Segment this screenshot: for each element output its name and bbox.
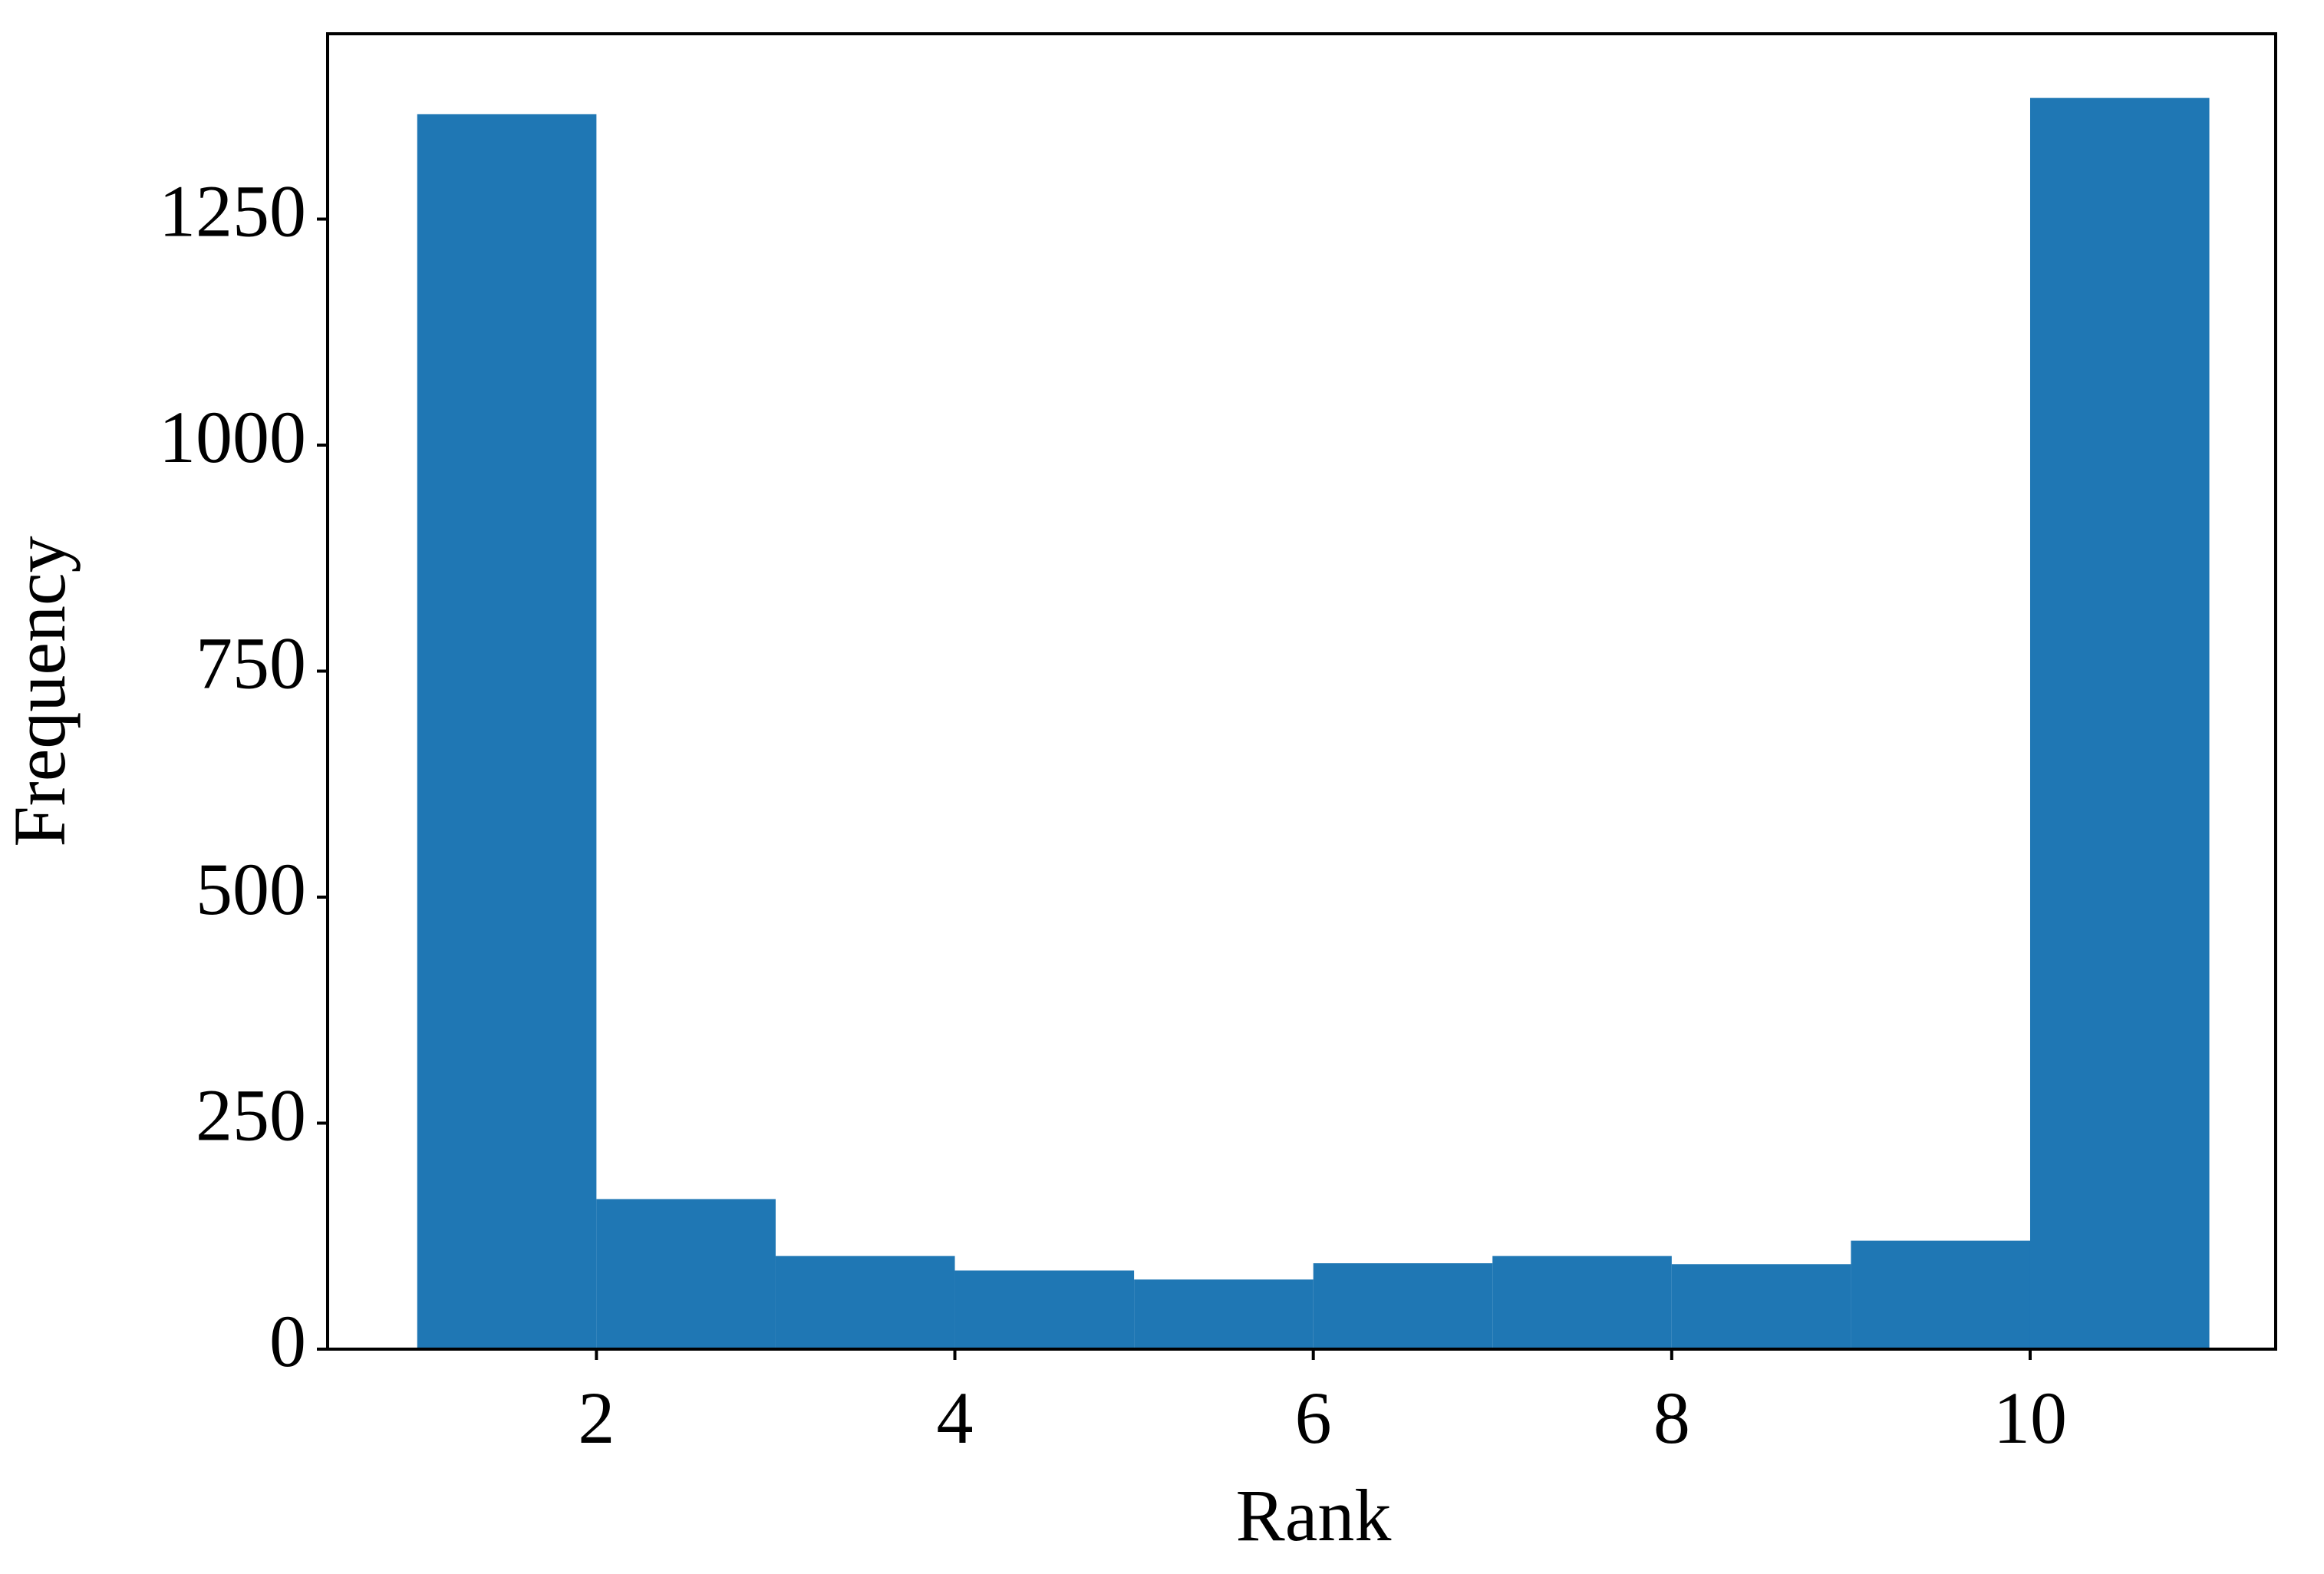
y-tick-label: 250	[196, 1074, 306, 1157]
bar	[1671, 1264, 1851, 1349]
y-axis-label: Frequency	[0, 536, 81, 846]
plot-frame	[326, 32, 2277, 1351]
x-tick-label: 6	[1295, 1377, 1332, 1459]
x-tick-label: 4	[937, 1377, 974, 1459]
y-tick-label: 1000	[159, 396, 306, 478]
x-tick-label: 10	[1993, 1377, 2067, 1459]
x-tick-label: 2	[578, 1377, 615, 1459]
y-tick-label: 1250	[159, 170, 306, 252]
bar	[2029, 97, 2210, 1350]
bar	[596, 1199, 776, 1349]
bar	[954, 1270, 1135, 1349]
bar	[1492, 1256, 1672, 1349]
x-axis-label: Rank	[1236, 1474, 1392, 1556]
bar	[1313, 1263, 1493, 1349]
bar	[1851, 1240, 2030, 1349]
bar	[1134, 1279, 1314, 1349]
bar	[417, 114, 597, 1349]
y-tick-label: 500	[196, 848, 306, 930]
bar	[775, 1256, 955, 1349]
y-tick-label: 750	[196, 622, 306, 705]
x-tick-label: 8	[1653, 1377, 1690, 1459]
y-tick-label: 0	[269, 1300, 306, 1382]
